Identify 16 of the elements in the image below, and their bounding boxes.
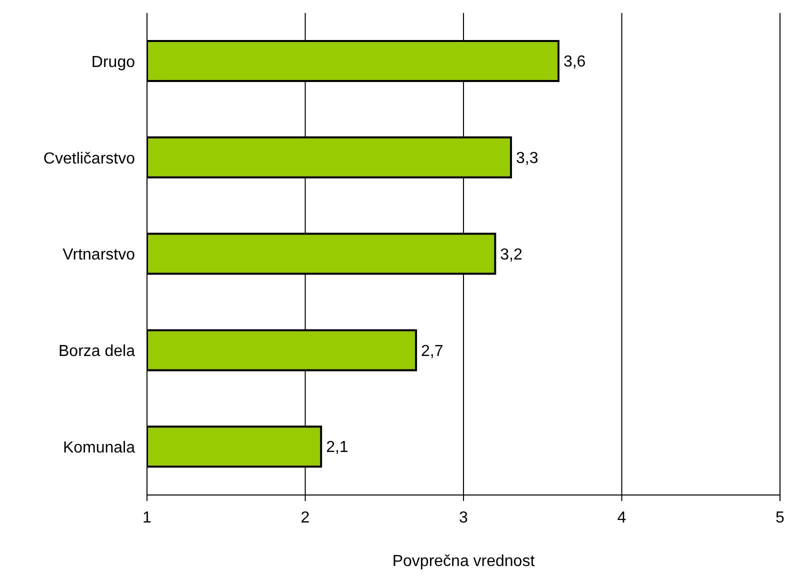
x-axis-title: Povprečna vrednost: [392, 553, 536, 570]
y-tick-label: Drugo: [91, 54, 136, 71]
data-label: 2,7: [421, 342, 444, 360]
data-label: 3,6: [563, 54, 586, 71]
x-tick-label: 1: [142, 509, 152, 526]
data-label: 3,3: [516, 150, 538, 167]
data-label: 3,2: [500, 246, 522, 264]
x-tick-label: 2: [300, 509, 310, 526]
x-tick-label: 5: [776, 509, 785, 526]
y-tick-label: Komunala: [62, 439, 136, 456]
x-tick-label: 3: [459, 509, 468, 526]
data-label: 2,1: [326, 439, 348, 456]
x-tick-label: 4: [617, 509, 626, 526]
y-tick-label: Vrtnarstvo: [62, 246, 136, 264]
y-tick-label: Borza dela: [58, 343, 136, 360]
y-tick-label: Cvetličarstvo: [43, 150, 136, 168]
